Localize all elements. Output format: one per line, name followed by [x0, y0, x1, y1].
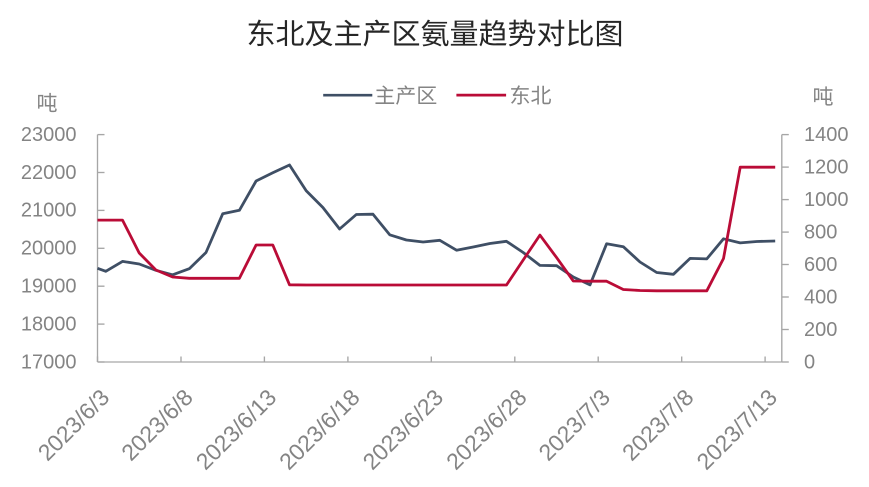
svg-text:19000: 19000: [21, 276, 77, 298]
svg-text:20000: 20000: [21, 238, 77, 260]
svg-text:0: 0: [804, 351, 815, 373]
svg-text:1400: 1400: [804, 124, 849, 146]
svg-text:800: 800: [804, 221, 837, 243]
svg-text:1200: 1200: [804, 156, 849, 178]
svg-text:600: 600: [804, 254, 837, 276]
svg-text:23000: 23000: [21, 124, 77, 146]
svg-text:22000: 22000: [21, 162, 77, 184]
svg-text:18000: 18000: [21, 313, 77, 335]
svg-text:1000: 1000: [804, 189, 849, 211]
svg-text:21000: 21000: [21, 200, 77, 222]
svg-text:17000: 17000: [21, 351, 77, 373]
svg-text:200: 200: [804, 319, 837, 341]
svg-text:400: 400: [804, 286, 837, 308]
